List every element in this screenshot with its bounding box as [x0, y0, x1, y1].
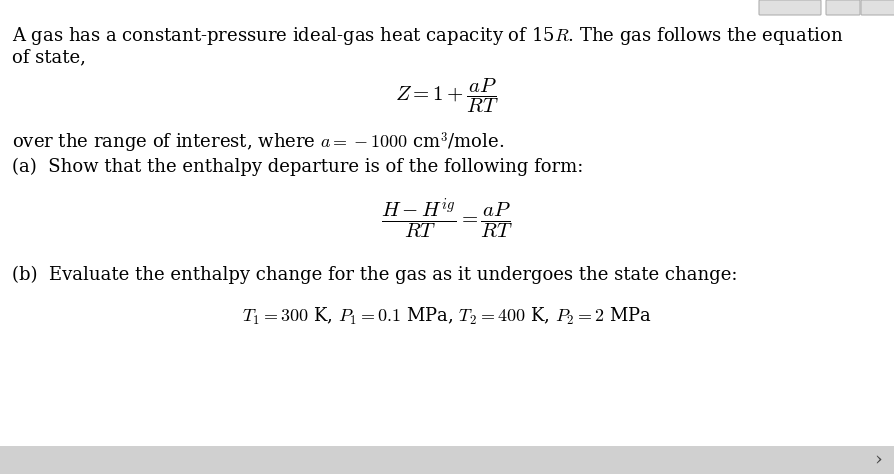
Text: of state,: of state, [12, 48, 86, 66]
Text: A gas has a constant-pressure ideal-gas heat capacity of 15$R$. The gas follows : A gas has a constant-pressure ideal-gas … [12, 25, 842, 47]
Text: ›: › [873, 451, 881, 469]
Text: (a)  Show that the enthalpy departure is of the following form:: (a) Show that the enthalpy departure is … [12, 158, 583, 176]
Bar [0, 446, 894, 474]
Text: (b)  Evaluate the enthalpy change for the gas as it undergoes the state change:: (b) Evaluate the enthalpy change for the… [12, 266, 737, 284]
FancyBboxPatch shape [825, 0, 859, 15]
Text: $T_1 = 300$ K, $P_1 = 0.1$ MPa, $T_2 = 400$ K, $P_2 = 2$ MPa: $T_1 = 300$ K, $P_1 = 0.1$ MPa, $T_2 = 4… [241, 306, 651, 327]
FancyBboxPatch shape [758, 0, 820, 15]
Text: $Z = 1 + \dfrac{aP}{RT}$: $Z = 1 + \dfrac{aP}{RT}$ [394, 76, 499, 115]
Text: over the range of interest, where $a = -1000$ cm$^3$/mole.: over the range of interest, where $a = -… [12, 130, 503, 155]
FancyBboxPatch shape [860, 0, 894, 15]
Text: $\dfrac{H - H^{ig}}{RT} = \dfrac{aP}{RT}$: $\dfrac{H - H^{ig}}{RT} = \dfrac{aP}{RT}… [380, 196, 512, 241]
